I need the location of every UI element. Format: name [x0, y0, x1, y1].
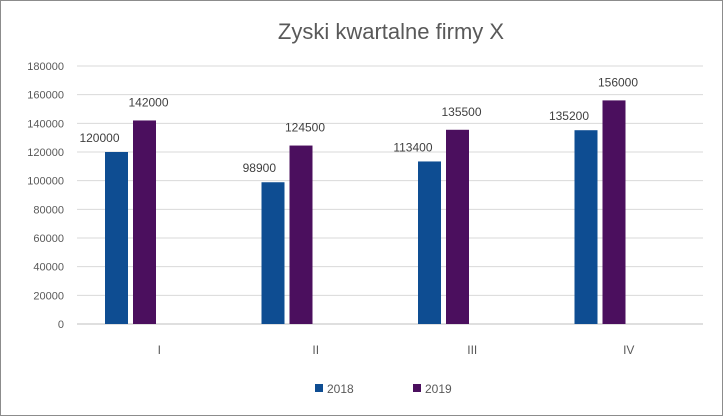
y-tick-label: 0: [58, 319, 64, 331]
data-label: 120000: [79, 131, 119, 145]
bar-2019-IV: [602, 100, 626, 325]
legend-label: 2019: [425, 382, 452, 396]
data-label: 142000: [128, 95, 168, 109]
y-tick-label: 100000: [27, 176, 64, 188]
data-label: 135500: [441, 105, 481, 119]
y-tick-label: 120000: [27, 147, 64, 159]
x-category-label: II: [312, 343, 319, 357]
data-label: 156000: [598, 75, 638, 89]
legend: 2018 2019: [315, 382, 452, 396]
legend-swatch-2018: [315, 384, 323, 392]
y-tick-label: 60000: [33, 233, 64, 245]
y-tick-label: 20000: [33, 290, 64, 302]
data-label: 113400: [393, 140, 432, 154]
bar-2018-IV: [574, 130, 598, 324]
data-labels: 120000 142000 98900 124500 113400 135500 13520…: [79, 75, 638, 175]
bar-2019-III: [446, 129, 469, 324]
y-tick-label: 140000: [27, 118, 64, 130]
data-label: 135200: [549, 109, 589, 123]
legend-swatch-2019: [413, 384, 421, 392]
legend-label: 2018: [327, 382, 354, 396]
x-axis: I II III IV: [158, 343, 635, 357]
data-label: 98900: [243, 161, 277, 175]
data-label: 124500: [285, 121, 325, 135]
bar-2019-I: [133, 120, 156, 324]
bars: [105, 100, 626, 325]
y-tick-label: 80000: [33, 204, 64, 216]
bar-2018-III: [418, 161, 441, 324]
bar-2018-I: [105, 152, 128, 324]
y-axis: 0 20000 40000 60000 80000 100000 120000 140000 1…: [27, 61, 64, 331]
bar-2018-II: [261, 182, 285, 324]
y-tick-label: 180000: [27, 61, 64, 73]
y-tick-label: 160000: [27, 90, 64, 102]
x-category-label: III: [467, 343, 477, 357]
chart-title: Zyski kwartalne firmy X: [278, 19, 504, 44]
x-category-label: I: [158, 343, 161, 357]
x-category-label: IV: [623, 343, 634, 357]
gridlines: [77, 65, 703, 325]
y-tick-label: 40000: [33, 262, 64, 274]
bar-2019-II: [289, 145, 313, 324]
